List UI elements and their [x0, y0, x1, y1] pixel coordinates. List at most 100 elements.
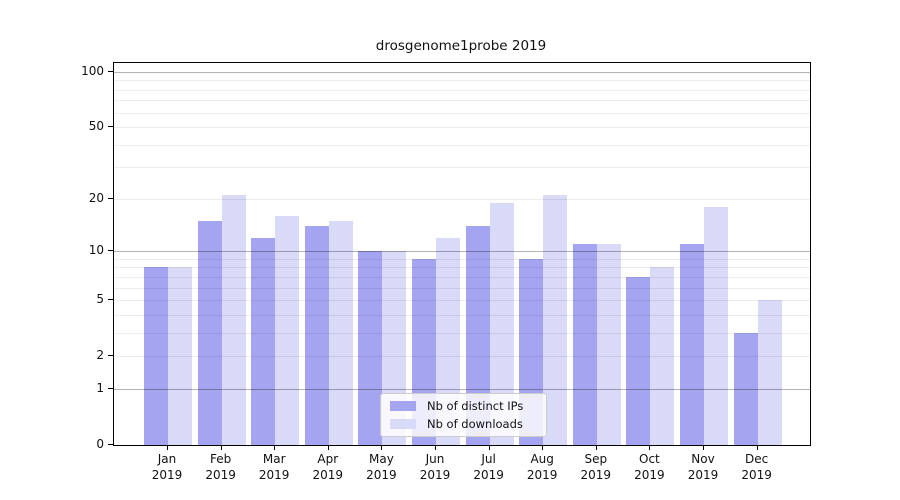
- y-tick-label-2: 2: [96, 348, 104, 363]
- bar-distinct-ips-apr: [304, 226, 329, 445]
- month-year: 2019: [526, 468, 558, 482]
- bar-downloads-oct: [650, 267, 675, 445]
- gridline-70: [114, 100, 810, 102]
- x-label-jun: Jun 2019: [405, 451, 465, 483]
- month-name: Jun: [425, 452, 445, 466]
- x-label-may: May 2019: [351, 451, 411, 483]
- y-tick-label-10: 10: [88, 243, 104, 258]
- month-year: 2019: [151, 468, 183, 482]
- x-tick-aug: [542, 445, 544, 450]
- bar-downloads-apr: [328, 220, 353, 445]
- bar-distinct-ips-feb: [197, 220, 222, 445]
- bar-downloads-sep: [596, 244, 621, 445]
- y-tick-label-1: 1: [96, 381, 104, 395]
- x-label-jan: Jan 2019: [137, 451, 197, 483]
- legend-label: Nb of downloads: [427, 417, 523, 432]
- bar-distinct-ips-dec: [733, 332, 758, 445]
- ips-color-swatch: [390, 400, 416, 411]
- x-label-nov: Nov 2019: [673, 451, 733, 483]
- x-label-sep: Sep 2019: [566, 451, 626, 483]
- y-tick-label-100: 100: [81, 63, 104, 78]
- y-tick-label-50: 50: [88, 119, 104, 134]
- x-tick-oct: [649, 445, 651, 450]
- x-tick-sep: [595, 445, 597, 450]
- month-year: 2019: [366, 468, 397, 482]
- month-year: 2019: [687, 468, 719, 482]
- month-name: Feb: [209, 452, 232, 466]
- gridline-6: [114, 287, 810, 289]
- y-tick-100: [108, 70, 113, 72]
- gridline-10: [114, 251, 810, 253]
- bar-downloads-jan: [168, 267, 192, 445]
- bar-downloads-feb: [221, 195, 246, 445]
- gridline-20: [114, 198, 810, 200]
- month-name: Oct: [639, 452, 660, 466]
- x-tick-nov: [703, 445, 704, 450]
- month-year: 2019: [634, 468, 665, 482]
- bar-distinct-ips-mar: [251, 237, 276, 445]
- month-name: Aug: [530, 452, 554, 466]
- gridline-100: [114, 71, 810, 73]
- y-tick-10: [108, 250, 113, 252]
- x-label-mar: Mar 2019: [244, 451, 304, 483]
- x-tick-mar: [274, 445, 276, 450]
- bar-distinct-ips-nov: [680, 244, 704, 445]
- month-name: Nov: [691, 452, 715, 466]
- legend: Nb of distinct IPs Nb of downloads: [380, 393, 547, 437]
- y-tick-50: [108, 126, 113, 128]
- y-tick-label-20: 20: [88, 190, 104, 205]
- gridline-5: [114, 300, 810, 302]
- legend-item-downloads: Nb of downloads: [381, 417, 546, 431]
- x-tick-jun: [435, 445, 436, 450]
- bar-downloads-aug: [543, 195, 568, 445]
- x-label-jul: Jul 2019: [459, 451, 519, 483]
- month-year: 2019: [258, 468, 290, 482]
- y-tick-label-0: 0: [96, 437, 104, 451]
- x-label-feb: Feb 2019: [191, 451, 251, 483]
- gridline-3: [114, 332, 810, 334]
- gridline-80: [114, 89, 810, 91]
- gridline-50: [114, 127, 810, 129]
- bar-distinct-ips-may: [358, 251, 383, 445]
- x-tick-apr: [327, 445, 329, 450]
- month-year: 2019: [419, 468, 451, 482]
- gridline-7: [114, 276, 810, 278]
- bar-downloads-dec: [757, 300, 782, 445]
- legend-item-distinct-ips: Nb of distinct IPs: [381, 399, 546, 413]
- x-label-dec: Dec 2019: [727, 451, 787, 483]
- x-tick-feb: [220, 445, 222, 450]
- month-name: Jul: [481, 452, 496, 466]
- month-name: Mar: [262, 452, 286, 466]
- x-tick-jul: [488, 445, 490, 450]
- legend-label: Nb of distinct IPs: [427, 398, 524, 413]
- bar-distinct-ips-sep: [572, 244, 597, 445]
- month-name: Dec: [744, 452, 769, 466]
- gridline-40: [114, 144, 810, 146]
- month-year: 2019: [741, 468, 772, 482]
- month-year: 2019: [473, 468, 504, 482]
- gridline-1: [114, 389, 810, 390]
- month-year: 2019: [312, 468, 344, 482]
- gridline-30: [114, 167, 810, 169]
- y-tick-1: [108, 388, 113, 389]
- bar-downloads-nov: [704, 206, 728, 445]
- month-name: May: [368, 452, 394, 466]
- y-tick-5: [108, 299, 113, 301]
- bar-distinct-ips-oct: [626, 276, 651, 445]
- month-year: 2019: [580, 468, 612, 482]
- gridline-60: [114, 112, 810, 114]
- month-year: 2019: [205, 468, 236, 482]
- chart-title: drosgenome1probe 2019: [375, 38, 547, 54]
- x-tick-jan: [167, 445, 168, 450]
- month-name: Apr: [317, 452, 339, 466]
- y-tick-2: [108, 355, 113, 357]
- x-label-oct: Oct 2019: [619, 451, 679, 483]
- plot-area: [113, 62, 811, 446]
- y-tick-0: [108, 444, 113, 445]
- gridline-9: [114, 258, 810, 260]
- y-tick-label-5: 5: [96, 292, 104, 307]
- month-name: Sep: [584, 452, 608, 466]
- bar-downloads-mar: [275, 215, 300, 445]
- month-name: Jan: [157, 452, 177, 466]
